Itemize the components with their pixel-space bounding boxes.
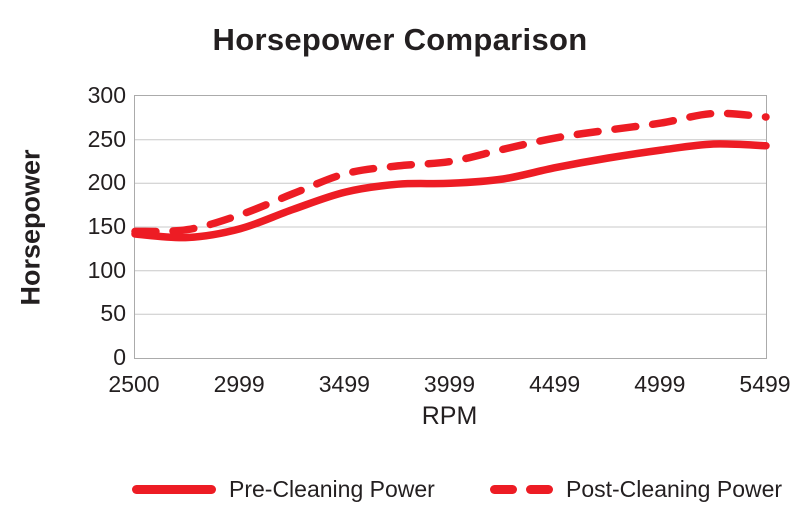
x-tick-label: 4999 [634,371,686,397]
series-line-solid [131,140,770,242]
legend-item-pre-cleaning: Pre-Cleaning Power [132,476,435,502]
legend-label-post-cleaning: Post-Cleaning Power [566,475,783,502]
x-tick-label: 3999 [423,371,476,397]
x-tick-label: 4499 [529,371,581,397]
legend: Pre-Cleaning Power Post-Cleaning Power [0,476,800,502]
legend-item-post-cleaning: Post-Cleaning Power [490,476,782,502]
series-line-dashed [131,109,770,236]
y-tick-label: 150 [87,213,126,239]
dashed-line-swatch-icon [490,484,553,494]
y-tick-label: 0 [113,344,126,370]
legend-label-pre-cleaning: Pre-Cleaning Power [229,475,435,502]
x-tick-label: 3499 [318,371,370,397]
x-tick-label: 2999 [213,371,265,397]
y-tick-label: 200 [87,169,126,196]
y-tick-label: 250 [87,125,126,152]
x-tick-label: 2500 [108,371,160,397]
solid-line-swatch-icon [132,484,216,494]
y-tick-label: 100 [87,256,126,283]
plot-svg [131,109,770,315]
y-tick-label: 300 [87,82,126,108]
plot-area [131,95,770,359]
x-tick-label: 5499 [739,371,791,397]
chart-title: Horsepower Comparison [212,22,588,57]
x-axis-title: RPM [421,402,478,430]
y-tick-label: 50 [100,300,126,327]
